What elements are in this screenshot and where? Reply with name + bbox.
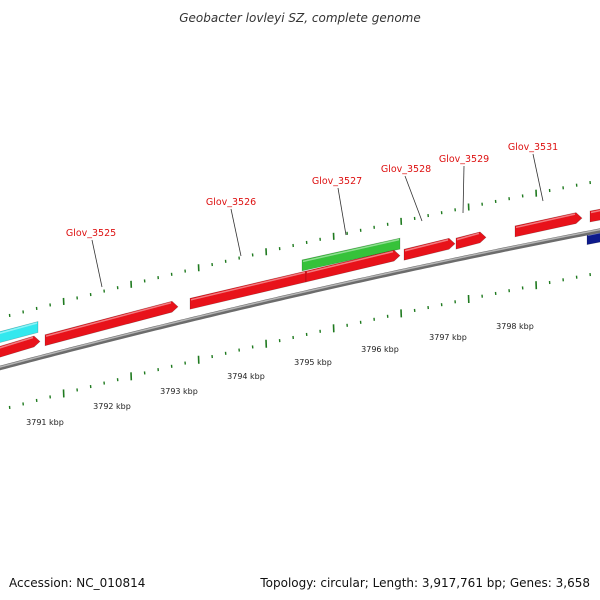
genome-backbone: [0, 228, 600, 371]
gene-arrow: [305, 249, 401, 283]
backbone-highlight: [0, 228, 600, 368]
gene-arrow-highlight: [404, 239, 449, 252]
gene-label-glov-3527: Glov_3527: [312, 176, 362, 187]
scale-tick-track: [8, 272, 591, 410]
gene-arrow-cyan-highlight: [0, 322, 38, 334]
scale-label: 3797 kbp: [429, 333, 467, 342]
gene-arrow: [0, 335, 41, 358]
gene-label-glov-3528: Glov_3528: [381, 164, 431, 175]
backbone-line: [0, 228, 600, 371]
gene-label-leader: [404, 175, 423, 222]
gene-arrow: [455, 231, 487, 250]
scale-label: 3793 kbp: [160, 387, 198, 396]
scale-label-layer: 3791 kbp 3792 kbp 3793 kbp 3794 kbp 3795…: [26, 322, 534, 427]
gene-arrow: [514, 212, 583, 238]
gene-arrow-highlight: [456, 232, 480, 241]
gene-label-glov-3526: Glov_3526: [206, 197, 256, 208]
scale-label: 3798 kbp: [496, 322, 534, 331]
gene-arrow-highlight: [306, 250, 394, 274]
gene-arrow-green-highlight: [302, 238, 400, 263]
gene-arrow-highlight: [590, 209, 600, 214]
upper-tick-track: [8, 180, 591, 318]
gene-arrow-highlight: [0, 336, 34, 349]
gene-label-leader: [337, 187, 347, 236]
gene-label-glov-3525: Glov_3525: [66, 228, 116, 239]
scale-label: 3796 kbp: [361, 345, 399, 354]
gene-arrow: [44, 300, 179, 347]
gene-label-glov-3529: Glov_3529: [439, 154, 489, 165]
scale-label: 3794 kbp: [227, 372, 265, 381]
gene-arrow: [403, 237, 456, 261]
gene-label-leader: [230, 208, 242, 257]
scale-label: 3791 kbp: [26, 418, 64, 427]
map-title: Geobacter lovleyi SZ, complete genome: [179, 11, 421, 25]
gene-label-glov-3531: Glov_3531: [508, 142, 558, 153]
accession-text: Accession: NC_010814: [9, 576, 145, 590]
forward-gene-track: [0, 208, 600, 358]
gene-arrow-highlight: [190, 271, 306, 301]
gene-arrow-cyan: [0, 321, 39, 343]
gene-label-leader: [532, 153, 544, 202]
upper-gene-track: [0, 230, 600, 343]
gene-arrow-highlight: [45, 302, 172, 337]
scale-label: 3792 kbp: [93, 402, 131, 411]
scale-label: 3795 kbp: [294, 358, 332, 367]
gene-arrow-highlight: [515, 213, 576, 229]
genome-summary-text: Topology: circular; Length: 3,917,761 bp…: [259, 576, 590, 590]
gene-label-leader: [91, 239, 103, 288]
gene-arrow-green: [301, 237, 401, 272]
gene-arrow: [589, 208, 600, 223]
gene-label-leader: [462, 165, 465, 214]
gene-label-layer: Glov_3525 Glov_3526 Glov_3527 Glov_3528 …: [66, 142, 558, 288]
